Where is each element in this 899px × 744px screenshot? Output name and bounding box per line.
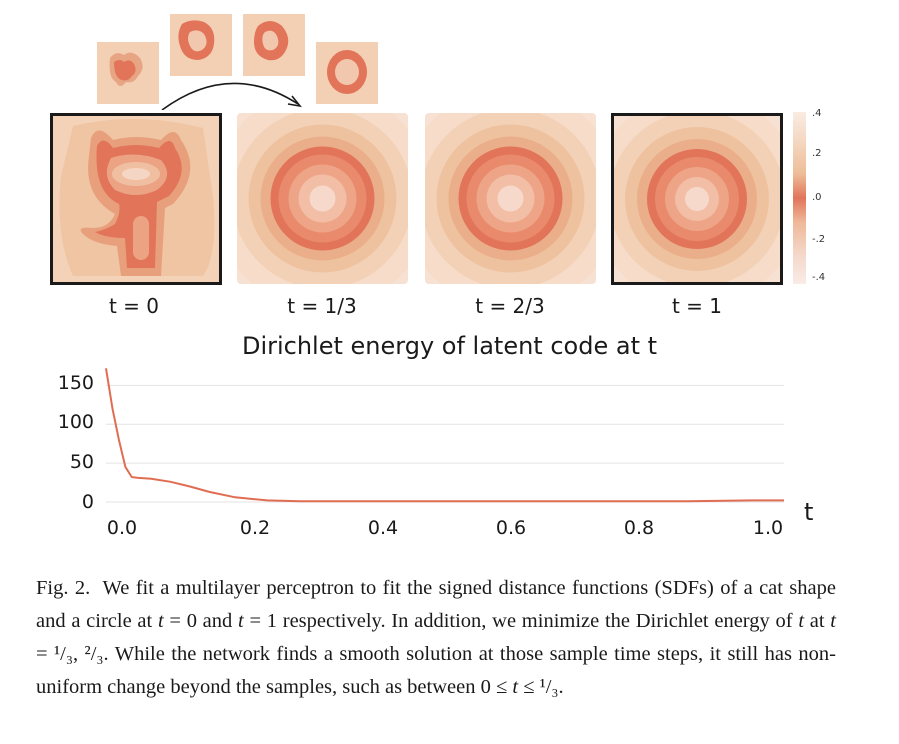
caption-var: t	[798, 610, 805, 632]
caption-var: t	[830, 610, 836, 632]
thumbnail-4	[316, 42, 378, 104]
caption-text: ≤ ¹/₃.	[518, 676, 564, 698]
caption-var: t	[238, 610, 244, 632]
energy-curve	[105, 368, 784, 503]
caption-label: Fig. 2.	[36, 577, 91, 599]
panel-label-t1: t = 1	[671, 294, 723, 318]
arrowhead-icon	[287, 95, 302, 108]
caption-text: = ¹/₃, ²/₃. While the network finds a sm…	[36, 643, 836, 698]
panel-t0	[50, 113, 222, 285]
panel-label-t2-3: t = 2/3	[475, 294, 545, 318]
arrow	[161, 82, 299, 110]
caption-text: = 0 and	[163, 610, 239, 632]
caption-var: t	[512, 676, 519, 698]
x-tick-label: 0.4	[367, 517, 399, 539]
colorbar-tick: .4	[812, 108, 822, 119]
x-tick-label: 0.6	[495, 517, 527, 539]
x-tick-label: 0.8	[623, 517, 655, 539]
y-tick-label: 0	[81, 491, 94, 513]
panel-t1-3	[237, 113, 408, 284]
x-tick-label: 1.0	[752, 517, 784, 539]
caption-var: t	[157, 610, 164, 632]
colorbar	[793, 112, 806, 284]
panel-label-t0: t = 0	[108, 294, 160, 318]
figure-caption: Fig. 2. We fit a multilayer perceptron t…	[36, 572, 836, 704]
grid-lines	[106, 384, 784, 503]
x-axis-label: t	[804, 498, 814, 526]
panel-t1	[611, 113, 783, 285]
colorbar-tick: .2	[812, 148, 822, 159]
chart-title: Dirichlet energy of latent code at t	[241, 332, 658, 360]
colorbar-tick: -.4	[812, 272, 826, 283]
y-tick-label: 150	[57, 372, 94, 394]
colorbar-tick: -.2	[812, 234, 826, 245]
x-tick-label: 0.0	[106, 517, 138, 539]
x-tick-label: 0.2	[239, 517, 271, 539]
panel-label-t1-3: t = 1/3	[287, 294, 357, 318]
y-tick-label: 100	[57, 411, 94, 433]
thumbnail-1	[97, 42, 159, 104]
caption-text: We fit a multilayer perceptron to fit th…	[36, 577, 836, 632]
thumbnail-3	[243, 14, 305, 76]
y-tick-label: 50	[69, 451, 94, 473]
colorbar-tick: .0	[812, 192, 822, 203]
thumbnail-row	[97, 14, 378, 110]
caption-text: at	[804, 610, 831, 632]
thumbnail-2	[170, 14, 232, 76]
caption-text: = 1 respectively. In addition, we minimi…	[243, 610, 799, 632]
panel-t2-3	[425, 113, 596, 284]
